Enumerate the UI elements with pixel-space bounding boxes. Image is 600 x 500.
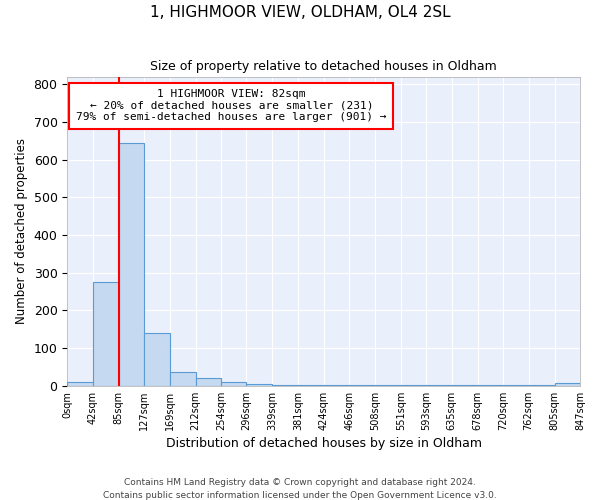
Bar bbox=[272, 384, 298, 386]
Title: Size of property relative to detached houses in Oldham: Size of property relative to detached ho… bbox=[150, 60, 497, 73]
Bar bbox=[93, 282, 119, 386]
Bar bbox=[196, 378, 221, 386]
Text: Contains HM Land Registry data © Crown copyright and database right 2024.
Contai: Contains HM Land Registry data © Crown c… bbox=[103, 478, 497, 500]
Text: 1, HIGHMOOR VIEW, OLDHAM, OL4 2SL: 1, HIGHMOOR VIEW, OLDHAM, OL4 2SL bbox=[149, 5, 451, 20]
Bar bbox=[221, 382, 247, 386]
Bar bbox=[554, 383, 580, 386]
Bar bbox=[298, 385, 324, 386]
X-axis label: Distribution of detached houses by size in Oldham: Distribution of detached houses by size … bbox=[166, 437, 482, 450]
Bar bbox=[170, 372, 196, 386]
Text: 1 HIGHMOOR VIEW: 82sqm
← 20% of detached houses are smaller (231)
79% of semi-de: 1 HIGHMOOR VIEW: 82sqm ← 20% of detached… bbox=[76, 90, 386, 122]
Y-axis label: Number of detached properties: Number of detached properties bbox=[15, 138, 28, 324]
Bar bbox=[119, 143, 144, 386]
Bar bbox=[67, 382, 93, 386]
Bar bbox=[324, 385, 349, 386]
Bar bbox=[144, 333, 170, 386]
Bar bbox=[247, 384, 272, 386]
